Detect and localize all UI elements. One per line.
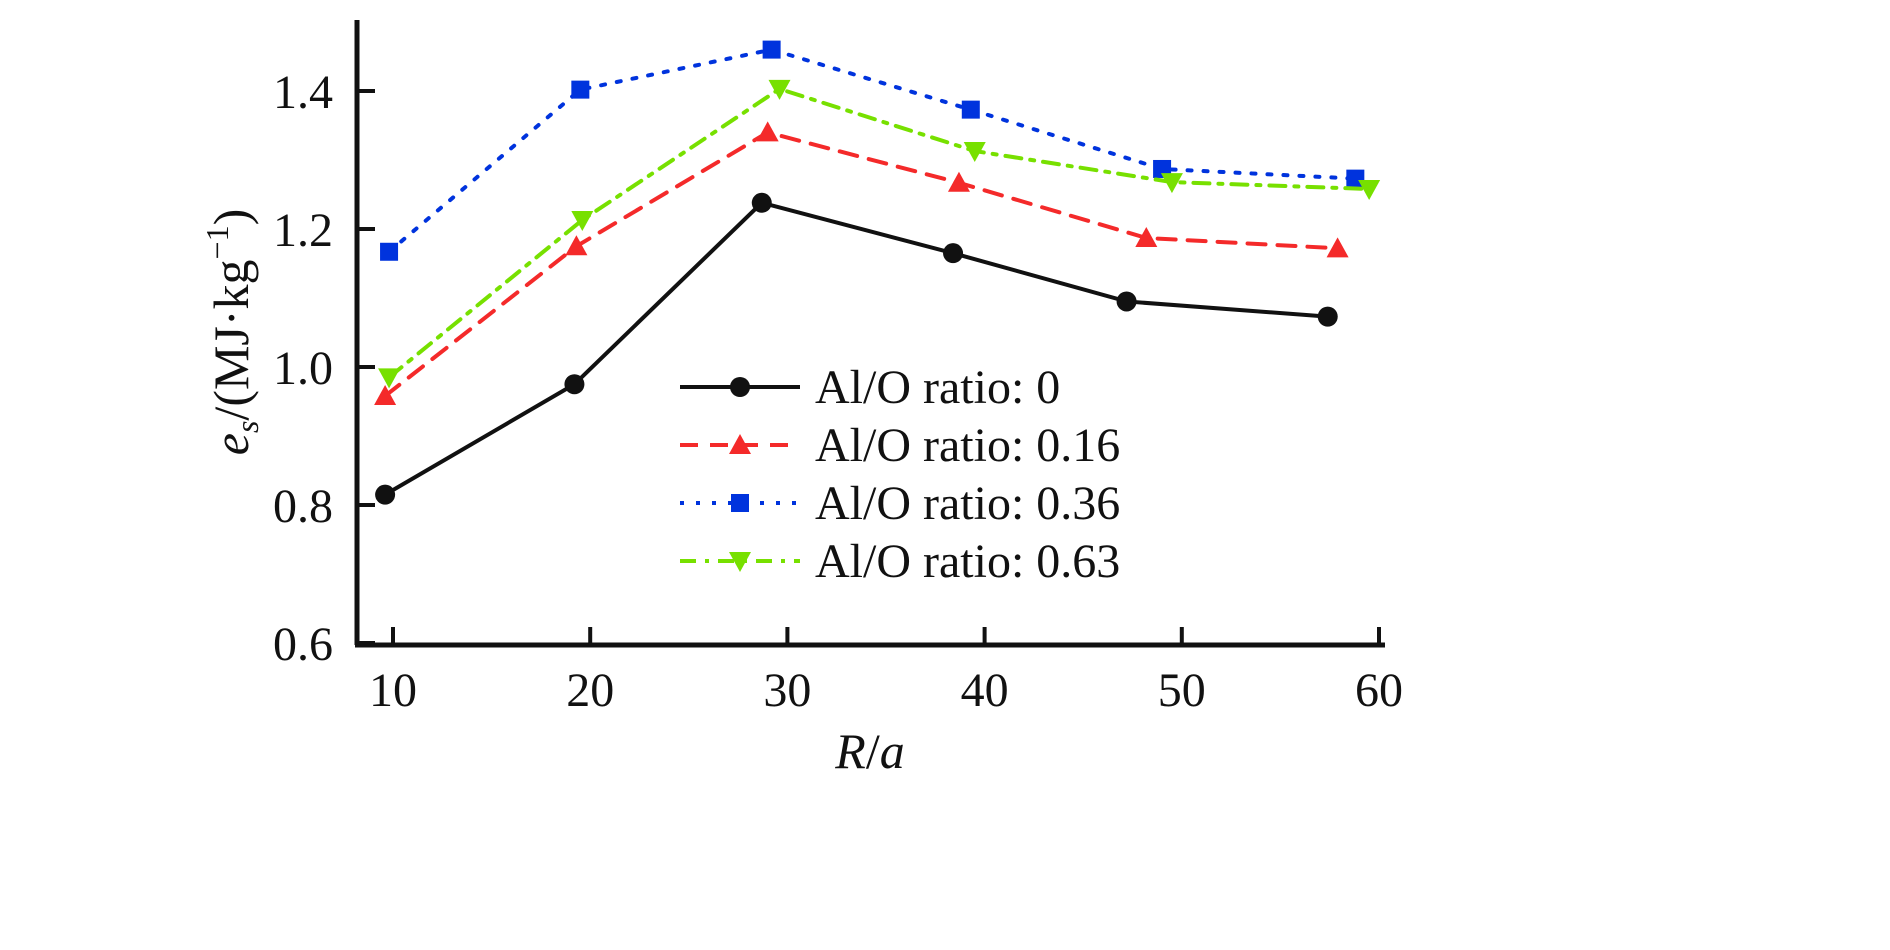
legend-item: Al/O ratio: 0.16 [680,419,1120,472]
series-line [387,86,1372,380]
legend-item: Al/O ratio: 0 [680,361,1060,414]
x-tick-label: 20 [566,664,614,717]
series-2 [380,40,1365,261]
y-tick-label: 1.4 [273,66,333,119]
series-1 [374,121,1349,405]
x-axis-title: R/a [834,723,904,779]
y-tick-label: 0.8 [273,480,333,533]
data-point [374,384,397,405]
series-line [387,47,1358,254]
y-axis-rest: /(MJ·kg [203,259,259,420]
data-point [571,80,590,99]
data-point [1358,179,1381,200]
axes [354,20,1385,648]
series-0 [375,192,1338,505]
data-point [1346,169,1365,188]
data-point [1326,237,1349,258]
x-tick-label: 40 [961,664,1009,717]
legend-marker [729,434,751,454]
data-point [380,242,399,261]
y-tick-label: 0.6 [273,618,333,671]
x-tick-label: 10 [369,664,417,717]
legend-label: Al/O ratio: 0.63 [815,535,1120,588]
y-axis-sup: −1 [199,225,235,259]
data-point [1135,226,1158,247]
data-point [756,121,779,142]
data-point [378,368,401,389]
data-point [564,374,585,395]
data-point [961,100,980,119]
y-tick-label: 1.0 [273,342,333,395]
legend-marker [729,552,751,572]
legend-label: Al/O ratio: 0.16 [815,419,1120,472]
y-tick-label: 1.2 [273,204,333,257]
legend-marker [730,377,750,397]
data-point [571,211,594,232]
data-point [375,484,396,505]
y-axis-var: e [203,433,259,455]
x-tick-label: 30 [763,664,811,717]
data-point [1317,306,1338,327]
series-layer [374,40,1381,505]
legend-item: Al/O ratio: 0.36 [680,477,1120,530]
y-ticks: 0.6 0.8 1.0 1.2 1.4 [273,66,375,671]
y-axis-close: ) [203,209,259,226]
data-point [943,243,964,264]
data-point [963,142,986,163]
y-axis-sub: s [229,421,265,433]
series-3 [378,79,1381,389]
x-axis-var2: a [880,723,905,779]
legend-marker [731,494,749,512]
legend-label: Al/O ratio: 0 [815,361,1060,414]
data-point [762,40,781,59]
series-line [383,200,1330,497]
y-axis-title: es/(MJ·kg−1) [199,209,265,455]
x-axis-var: R [834,723,866,779]
data-point [947,171,970,192]
x-tick-label: 50 [1158,664,1206,717]
x-tick-label: 60 [1355,664,1403,717]
data-point [768,79,791,100]
data-point [565,235,588,256]
data-point [1116,291,1137,312]
data-point [751,192,772,213]
legend-label: Al/O ratio: 0.36 [815,477,1120,530]
legend-item: Al/O ratio: 0.63 [680,535,1120,588]
x-axis-sep: / [866,723,880,779]
x-ticks: 10 20 30 40 50 60 [369,627,1403,717]
data-point [1160,173,1183,194]
